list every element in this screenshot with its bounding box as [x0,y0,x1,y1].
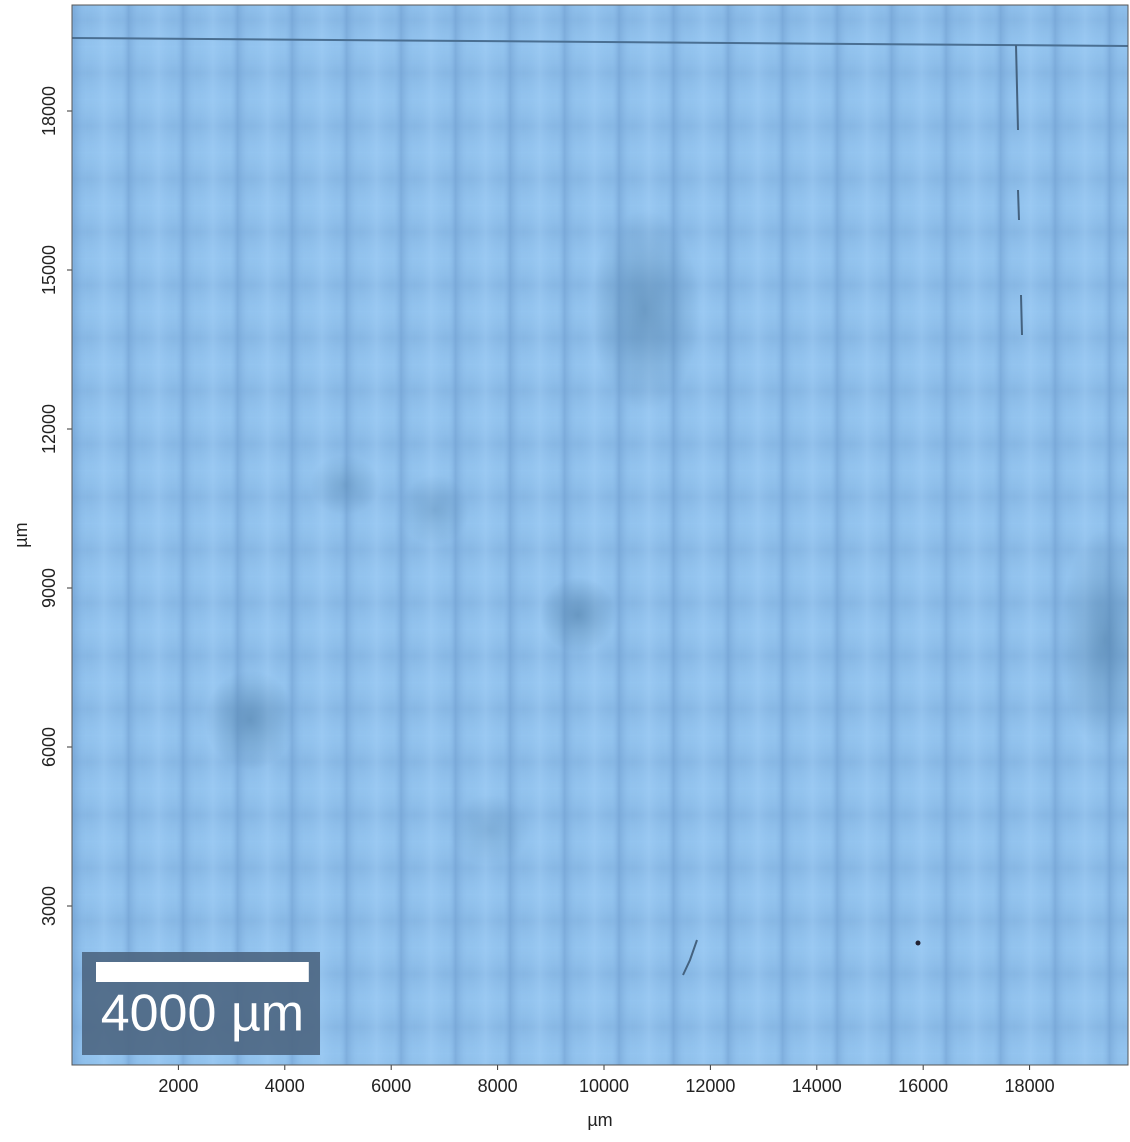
scale-bar-label: 4000 µm [101,985,304,1043]
x-tick-label: 12000 [685,1076,735,1096]
micrograph [72,5,1128,1065]
x-tick-label: 18000 [1005,1076,1055,1096]
x-tick-label: 6000 [371,1076,411,1096]
y-tick-label: 12000 [39,404,59,454]
particle [915,940,921,946]
x-tick-label: 16000 [898,1076,948,1096]
x-axis-label: µm [587,1110,612,1130]
tile-columns [72,5,1128,1065]
scratch [72,37,1128,47]
spot [450,795,530,865]
y-axis-label: µm [11,522,31,547]
x-tick-label: 4000 [265,1076,305,1096]
spot [310,455,380,515]
y-tick-label: 6000 [39,727,59,767]
y-tick-label: 3000 [39,886,59,926]
y-tick-label: 18000 [39,86,59,136]
x-tick-label: 14000 [792,1076,842,1096]
spot [590,210,700,410]
x-tick-label: 2000 [158,1076,198,1096]
x-tick-label: 10000 [579,1076,629,1096]
axes-frame [71,4,1129,1066]
spot [540,577,616,653]
scratch [682,44,1023,976]
spot [1060,530,1128,750]
spot [205,670,295,770]
scale-bar [96,962,309,982]
x-tick-label: 8000 [478,1076,518,1096]
y-tick-label: 9000 [39,568,59,608]
y-tick-label: 15000 [39,245,59,295]
spot [400,475,470,545]
